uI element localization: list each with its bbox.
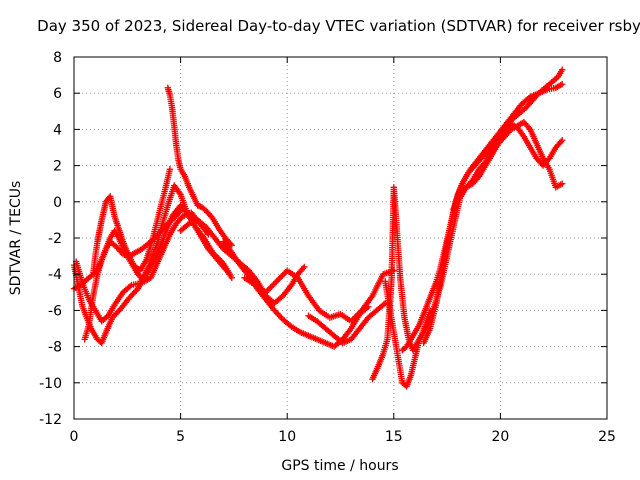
- data-point: [176, 209, 183, 216]
- axis-ticks: [73, 56, 608, 420]
- y-tick-label: 0: [53, 195, 62, 211]
- y-tick-label: -6: [48, 303, 62, 319]
- data-point: [227, 240, 234, 247]
- x-axis-label: GPS time / hours: [281, 458, 398, 474]
- data-point: [559, 80, 566, 88]
- series-track-m: [399, 80, 566, 354]
- x-tick-label: 20: [491, 429, 509, 445]
- data-point: [559, 66, 566, 73]
- y-tick-label: 4: [53, 122, 62, 138]
- y-axis-tick-labels: -12 -10 -8 -6 -4 -2 0 2 4 6 8: [39, 50, 62, 428]
- data-point: [301, 263, 308, 271]
- y-tick-label: -2: [48, 231, 62, 247]
- series-track-f: [164, 84, 235, 249]
- series-track-j: [305, 299, 389, 347]
- y-tick-label: -8: [48, 340, 62, 356]
- y-tick-label: 6: [53, 86, 62, 102]
- data-point: [279, 272, 286, 279]
- chart-title: Day 350 of 2023, Sidereal Day-to-day VTE…: [37, 17, 640, 35]
- series-track-i: [241, 267, 397, 325]
- data-point: [474, 174, 482, 182]
- x-tick-label: 5: [176, 429, 185, 445]
- y-tick-label: 2: [53, 159, 62, 175]
- data-point: [267, 284, 274, 291]
- data-point: [557, 138, 565, 145]
- data-point: [166, 166, 174, 173]
- x-tick-label: 25: [598, 429, 616, 445]
- data-point: [208, 213, 215, 220]
- data-point: [559, 180, 566, 187]
- y-tick-label: 8: [53, 50, 62, 66]
- x-tick-label: 10: [278, 429, 296, 445]
- data-point: [559, 137, 566, 144]
- x-tick-label: 15: [385, 429, 403, 445]
- data-point: [270, 281, 277, 288]
- y-tick-label: -4: [48, 267, 62, 283]
- data-point: [299, 265, 307, 272]
- data-point: [271, 279, 279, 287]
- data-point: [228, 274, 235, 282]
- data-point: [177, 207, 184, 215]
- data-point: [525, 124, 533, 132]
- series-track-n: [420, 66, 566, 347]
- data-point: [163, 221, 170, 229]
- data-point: [273, 278, 280, 285]
- data-point: [276, 275, 283, 282]
- data-point: [228, 242, 235, 249]
- y-tick-label: -10: [39, 376, 62, 392]
- data-point: [268, 282, 276, 290]
- y-tick-label: -12: [39, 412, 62, 428]
- data-point: [274, 276, 282, 284]
- series-track-p: [450, 118, 566, 213]
- data-point: [534, 91, 541, 98]
- series-track-l: [382, 278, 436, 390]
- plot-area: [70, 66, 566, 390]
- data-point: [126, 283, 134, 290]
- x-tick-label: 0: [70, 429, 79, 445]
- y-axis-label: SDTVAR / TECUs: [8, 181, 24, 296]
- series-track-h: [220, 238, 372, 350]
- data-point: [508, 116, 516, 124]
- series-track-e: [89, 166, 174, 278]
- x-axis-tick-labels: 0 5 10 15 20 25: [70, 429, 616, 445]
